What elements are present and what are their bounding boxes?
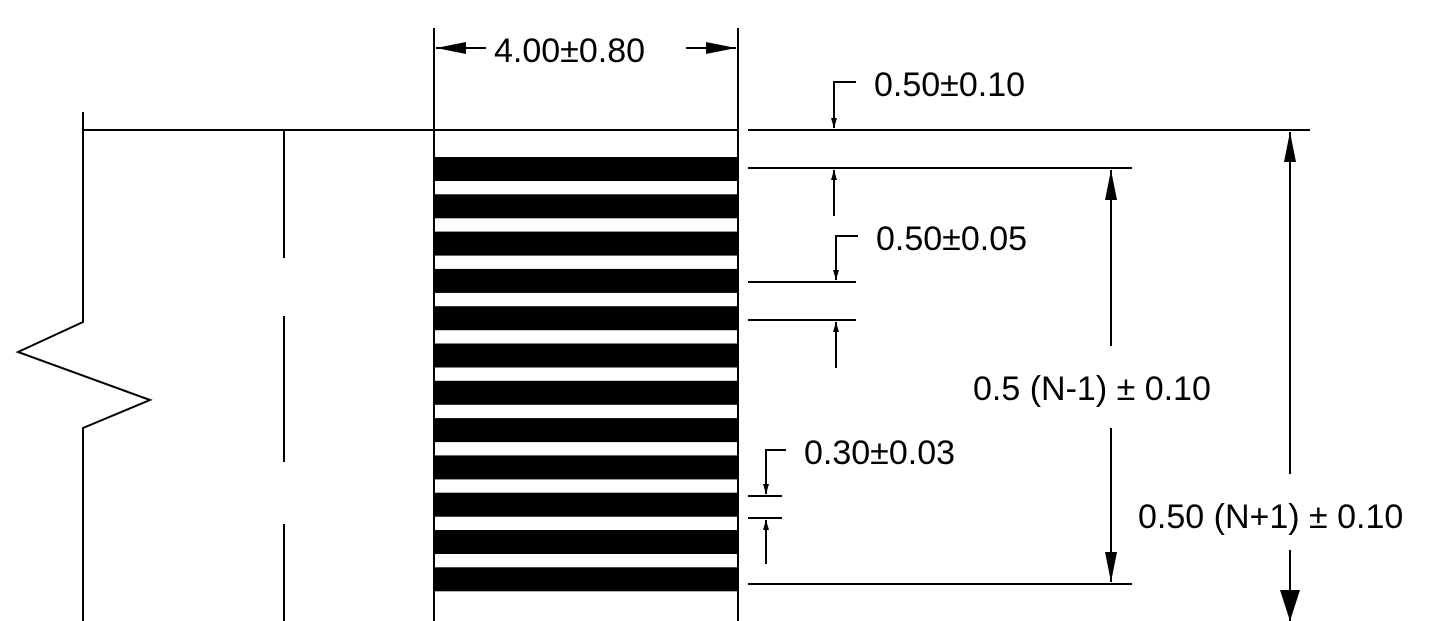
stripe <box>434 492 738 517</box>
stripe-width-dimension <box>748 449 786 564</box>
stripe <box>434 530 738 554</box>
road-edge <box>15 112 738 621</box>
stripe-length-label: 4.00±0.80 <box>494 32 645 70</box>
inner-span-label: 0.5 (N-1) ± 0.10 <box>973 370 1211 408</box>
stripe <box>434 231 738 256</box>
stripe-spacing-label: 0.50±0.05 <box>876 220 1027 258</box>
stripe <box>434 380 738 405</box>
stripe-width-label: 0.30±0.03 <box>804 434 955 472</box>
total-span-label: 0.50 (N+1) ± 0.10 <box>1138 498 1403 536</box>
stripe <box>434 157 738 181</box>
stripe <box>434 455 738 480</box>
stripe <box>434 343 738 368</box>
total-span-dimension <box>1280 132 1300 621</box>
break-symbol <box>15 112 153 621</box>
stripe <box>434 194 738 219</box>
stripe <box>434 567 738 592</box>
top-offset-label: 0.50±0.10 <box>874 66 1025 104</box>
top-offset-dimension <box>748 81 1310 216</box>
stripe-group <box>434 157 738 592</box>
inner-span-dimension <box>748 170 1132 585</box>
stripe <box>434 418 738 443</box>
stripe <box>434 268 738 293</box>
stripe <box>434 306 738 331</box>
stripe-spacing-dimension <box>748 235 858 368</box>
